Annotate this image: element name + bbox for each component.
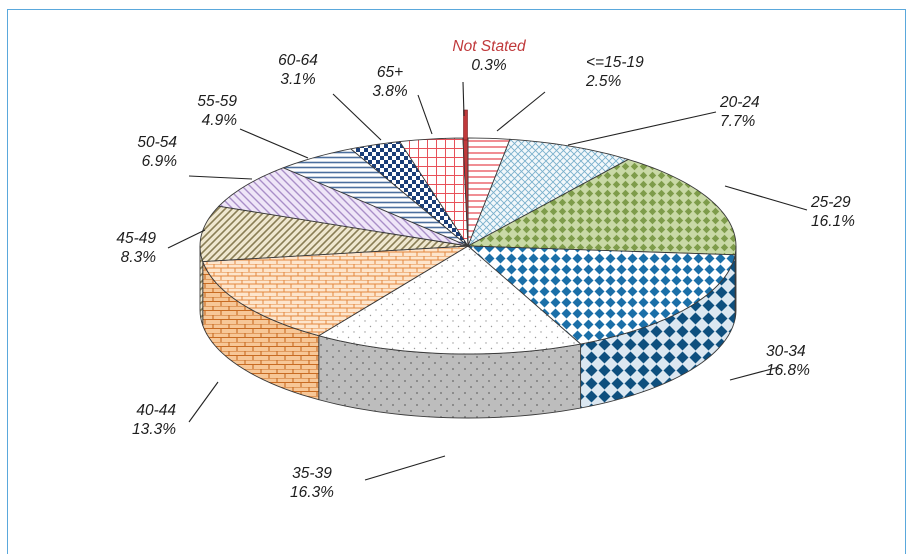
leader-55-59 <box>239 128 309 159</box>
leader-40-44 <box>188 381 219 423</box>
slice-label-65: 65+ <box>377 64 403 81</box>
slice-label-15-19: <=15-19 <box>586 54 644 71</box>
slice-value-35-39: 16.3% <box>290 484 334 501</box>
slice-value-45-49: 8.3% <box>121 249 157 266</box>
leader-15-19 <box>496 91 546 132</box>
leader-20-24 <box>567 111 717 146</box>
slice-label-35-39: 35-39 <box>292 465 332 482</box>
pie-slice-50-54 <box>217 167 469 247</box>
pie-tops <box>199 109 737 355</box>
slice-labels: <=15-19 2.5% 20-24 7.7% 25-29 16.1% 30-34 16.8%… <box>116 38 855 501</box>
slice-value-30-34: 16.8% <box>766 362 810 379</box>
pie-sides <box>199 245 737 419</box>
pie-slice-45-49 <box>199 205 469 263</box>
slice-value-15-19: 2.5% <box>585 73 622 90</box>
pie-slice-35-39 <box>317 245 582 355</box>
slice-label-60-64: 60-64 <box>278 52 318 69</box>
slice-label-30-34: 30-34 <box>766 343 806 360</box>
leader-25-29 <box>724 185 808 211</box>
leader-lines <box>167 81 808 481</box>
slice-label-55-59: 55-59 <box>197 93 237 110</box>
pie-slice-40-44 <box>202 245 469 337</box>
leader-60-64 <box>332 93 382 141</box>
pie-slice-20-24 <box>467 138 630 247</box>
pie-slice-65 <box>398 137 469 248</box>
slice-value-65: 3.8% <box>372 83 408 100</box>
slice-value-50-54: 6.9% <box>142 153 178 170</box>
leader-30-34 <box>729 366 780 381</box>
leader-65 <box>417 94 433 135</box>
leader-45-49 <box>167 229 206 249</box>
slice-value-25-29: 16.1% <box>811 213 855 230</box>
slice-label-40-44: 40-44 <box>136 402 176 419</box>
slice-value-60-64: 3.1% <box>280 71 316 88</box>
leader-50-54 <box>188 175 253 180</box>
slice-label-25-29: 25-29 <box>810 194 851 211</box>
pie-slice-55-59 <box>282 148 469 247</box>
slice-value-55-59: 4.9% <box>202 112 238 129</box>
pie-slice-not-stated-marker <box>463 109 468 141</box>
chart-frame <box>7 9 906 554</box>
pie-slice-60-64 <box>349 141 469 247</box>
slice-label-not-stated: Not Stated <box>452 38 527 55</box>
slice-value-40-44: 13.3% <box>132 421 176 438</box>
slice-label-45-49: 45-49 <box>116 230 156 247</box>
pie-slice-30-34 <box>466 245 736 345</box>
leader-not-stated <box>462 81 465 117</box>
slice-value-20-24: 7.7% <box>720 113 756 130</box>
slice-label-20-24: 20-24 <box>719 94 760 111</box>
slice-value-not-stated: 0.3% <box>471 57 507 74</box>
leader-35-39 <box>364 455 446 481</box>
pie-slice-25-29 <box>466 158 737 256</box>
slice-label-50-54: 50-54 <box>137 134 177 151</box>
